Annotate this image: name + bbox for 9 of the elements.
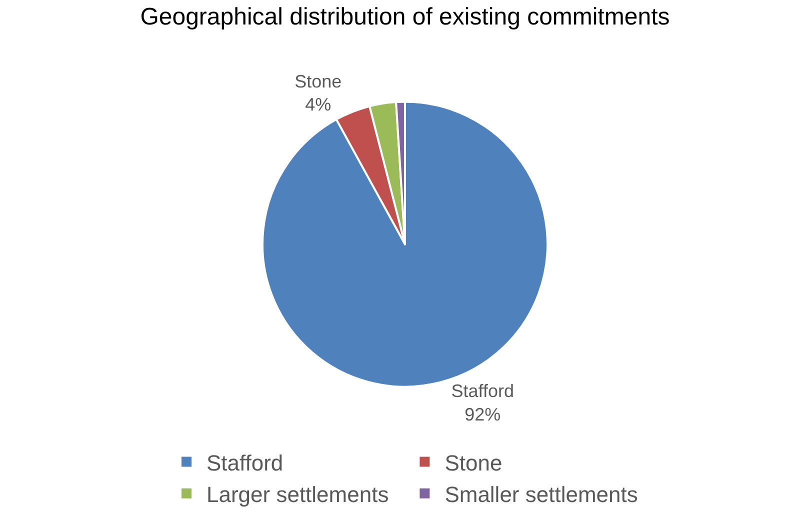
data-label: 92% <box>464 404 501 424</box>
slice-label: Stone <box>294 71 342 92</box>
legend-label: Stafford <box>206 450 284 476</box>
chart-title: Geographical distribution of existing commitments <box>140 4 670 31</box>
legend-label: Larger settlements <box>206 482 389 507</box>
legend-label: Smaller settlements <box>444 482 638 507</box>
data-label: 4% <box>305 94 332 115</box>
legend-label: Stone <box>444 450 502 476</box>
slice-label: Stafford <box>451 380 514 401</box>
